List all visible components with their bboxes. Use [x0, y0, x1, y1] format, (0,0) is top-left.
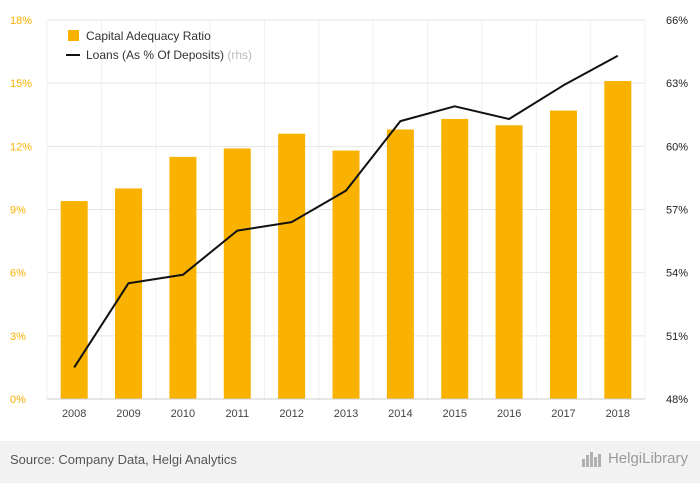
x-tick-label: 2011 — [225, 408, 249, 420]
city-skyline-icon — [581, 451, 601, 467]
x-tick-label: 2017 — [551, 408, 575, 420]
y-right-tick-label: 48% — [666, 394, 688, 406]
bar — [60, 201, 88, 399]
y-right-tick-label: 57% — [666, 205, 688, 217]
legend-label-bar: Capital Adequacy Ratio — [86, 29, 211, 43]
brand-logo[interactable]: HelgiLibrary — [581, 450, 688, 467]
x-tick-label: 2016 — [497, 408, 521, 420]
bar — [495, 125, 523, 400]
bar — [386, 129, 414, 399]
x-tick-label: 2012 — [279, 408, 303, 420]
series-line-loans — [73, 54, 619, 368]
brand-name: HelgiLibrary — [607, 450, 688, 467]
y-left-tick-label: 18% — [10, 15, 32, 27]
y-right-tick-label: 51% — [666, 331, 688, 343]
y-left-tick-label: 15% — [10, 78, 32, 90]
bar — [278, 133, 306, 399]
y-left-tick-label: 3% — [10, 331, 26, 343]
y-left-tick-label: 9% — [10, 205, 26, 217]
y-right-tick-label: 63% — [666, 78, 688, 90]
x-tick-label: 2014 — [388, 408, 412, 420]
y-left-tick-label: 12% — [10, 141, 32, 153]
legend-rhs-suffix: (rhs) — [227, 48, 252, 62]
source-note: Source: Company Data, Helgi Analytics — [10, 452, 237, 467]
x-tick-label: 2015 — [442, 408, 466, 420]
x-tick-label: 2008 — [62, 408, 86, 420]
bar — [115, 188, 143, 399]
legend-swatch-bar — [68, 30, 79, 41]
bar — [604, 81, 632, 400]
bar — [169, 156, 197, 399]
y-right-tick-label: 66% — [666, 15, 688, 27]
legend-label-line: Loans (As % Of Deposits) (rhs) — [86, 48, 252, 62]
bar — [332, 150, 360, 399]
chart: 0% 3% 6% 9% 12% 15% 18% 48% 51% 54% 57% 60% 63% 66% 20… — [10, 15, 688, 420]
x-tick-label: 2010 — [171, 408, 195, 420]
bar — [441, 118, 469, 399]
y-left-tick-label: 0% — [10, 394, 26, 406]
bar — [549, 110, 577, 400]
x-tick-label: 2018 — [606, 408, 630, 420]
y-right-tick-label: 60% — [666, 141, 688, 153]
y-right-tick-label: 54% — [666, 268, 688, 280]
bar — [223, 148, 251, 399]
footer: Source: Company Data, Helgi Analytics He… — [0, 441, 700, 483]
x-tick-label: 2009 — [116, 408, 140, 420]
y-left-tick-label: 6% — [10, 268, 26, 280]
x-tick-label: 2013 — [334, 408, 358, 420]
